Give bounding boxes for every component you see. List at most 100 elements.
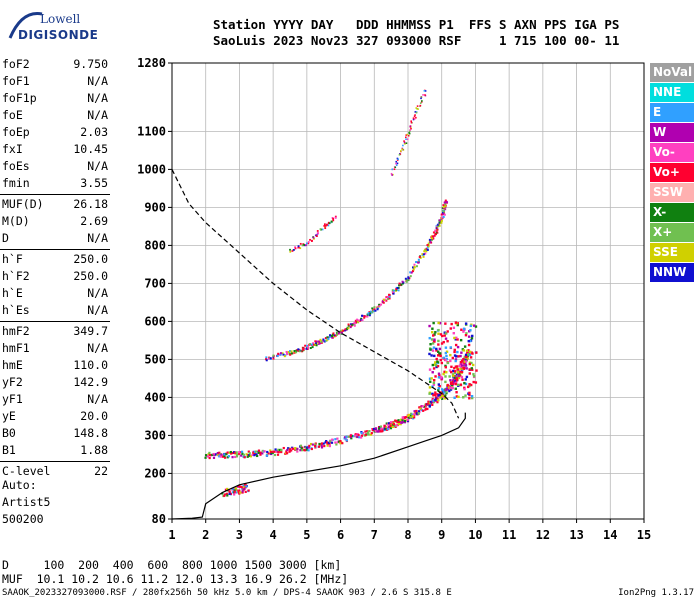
second-hop-echo [418,255,421,258]
legend-item: Vo+ [650,163,694,182]
critical-frequency-echo [444,337,448,340]
critical-frequency-echo [463,387,466,391]
param-row: yF1 N/A [0,391,110,408]
critical-frequency-echo [465,367,468,370]
second-hop-echo [443,210,446,213]
x-tick-label: 8 [404,528,411,542]
third-hop-echo [420,101,423,103]
second-hop-echo [425,250,428,253]
third-hop-echo [332,219,335,222]
critical-frequency-echo [432,321,435,325]
third-hop-echo [399,150,402,152]
critical-frequency-echo [446,361,450,365]
critical-frequency-echo [451,373,455,376]
critical-frequency-echo [472,373,475,376]
f-layer-echo [265,454,268,457]
f-layer-echo [286,448,289,452]
f-layer-echo [246,455,249,458]
third-hop-echo [334,216,337,219]
f-layer-echo [410,412,413,415]
third-hop-echo [416,105,419,107]
x-tick-label: 12 [536,528,550,542]
third-hop-echo [410,121,413,124]
param-row: B0 148.8 [0,425,110,442]
second-hop-echo [444,199,447,202]
f-layer-echo [263,450,266,453]
third-hop-echo [395,162,397,165]
param-key: fxI [2,142,23,156]
critical-frequency-echo [440,361,444,365]
autoscaling-info: Auto: Artist5 500200 [2,477,50,528]
f-layer-echo [305,448,309,451]
legend-item: Vo- [650,143,694,162]
third-hop-echo [402,149,405,151]
param-key: foEp [2,125,30,139]
critical-frequency-echo [468,397,471,400]
f-layer-echo [301,449,304,452]
critical-frequency-echo [468,350,472,354]
second-hop-echo [297,348,300,351]
second-hop-echo [432,237,435,240]
param-separator [0,461,110,462]
second-hop-echo [265,356,268,359]
third-hop-echo [299,242,302,245]
param-key: foF1p [2,91,37,105]
critical-frequency-echo [440,388,444,391]
second-hop-echo [388,293,391,296]
param-value: 110.0 [73,358,108,372]
critical-frequency-echo [448,375,451,378]
param-row: foF2 9.750 [0,56,110,73]
critical-frequency-echo [441,394,444,397]
f-layer-echo [395,424,398,427]
second-hop-echo [440,219,443,222]
f-layer-echo [295,448,298,452]
param-value: 20.0 [80,409,108,423]
critical-frequency-echo [432,334,435,337]
critical-frequency-echo [456,350,459,354]
param-value: 10.45 [73,142,108,156]
legend-item: X- [650,203,694,222]
second-hop-echo [279,353,282,356]
muf-value-row: MUF 10.1 10.2 10.6 11.2 12.0 13.3 16.9 2… [2,572,349,586]
critical-frequency-echo [446,330,449,333]
sporadic-e-echo [240,486,243,489]
third-hop-echo [406,138,409,141]
sporadic-e-echo [233,490,236,493]
critical-frequency-echo [467,335,471,338]
second-hop-echo [302,347,305,350]
param-key: h`F [2,252,23,266]
sporadic-e-echo [237,485,241,488]
third-hop-echo [313,237,315,240]
f-layer-echo [269,449,272,452]
critical-frequency-echo [460,351,463,354]
third-hop-echo [398,153,401,156]
f-layer-echo [435,398,438,401]
param-key: hmF2 [2,324,30,338]
second-hop-echo [412,266,415,269]
critical-frequency-echo [468,353,472,357]
critical-frequency-echo [433,393,437,396]
second-hop-echo [306,348,309,351]
f-layer-echo [384,428,387,431]
f-layer-echo [310,447,313,451]
second-hop-echo [360,318,363,321]
f-layer-echo [374,430,377,433]
param-row: D N/A [0,230,110,247]
f-layer-echo [314,443,317,446]
second-hop-echo [305,347,308,350]
third-hop-echo [312,236,315,239]
second-hop-echo [407,277,410,280]
sporadic-e-echo [231,491,235,494]
f-layer-echo [366,431,370,434]
f-layer-echo [391,425,394,428]
third-hop-echo [410,127,412,130]
param-value: 2.69 [80,214,108,228]
f-layer-echo [234,455,237,459]
f-layer-echo [350,434,354,438]
param-row: fxI 10.45 [0,141,110,158]
x-tick-label: 1 [168,528,175,542]
second-hop-echo [283,355,286,358]
critical-frequency-echo [462,327,466,330]
critical-frequency-echo [430,338,434,341]
third-hop-echo [415,111,418,114]
